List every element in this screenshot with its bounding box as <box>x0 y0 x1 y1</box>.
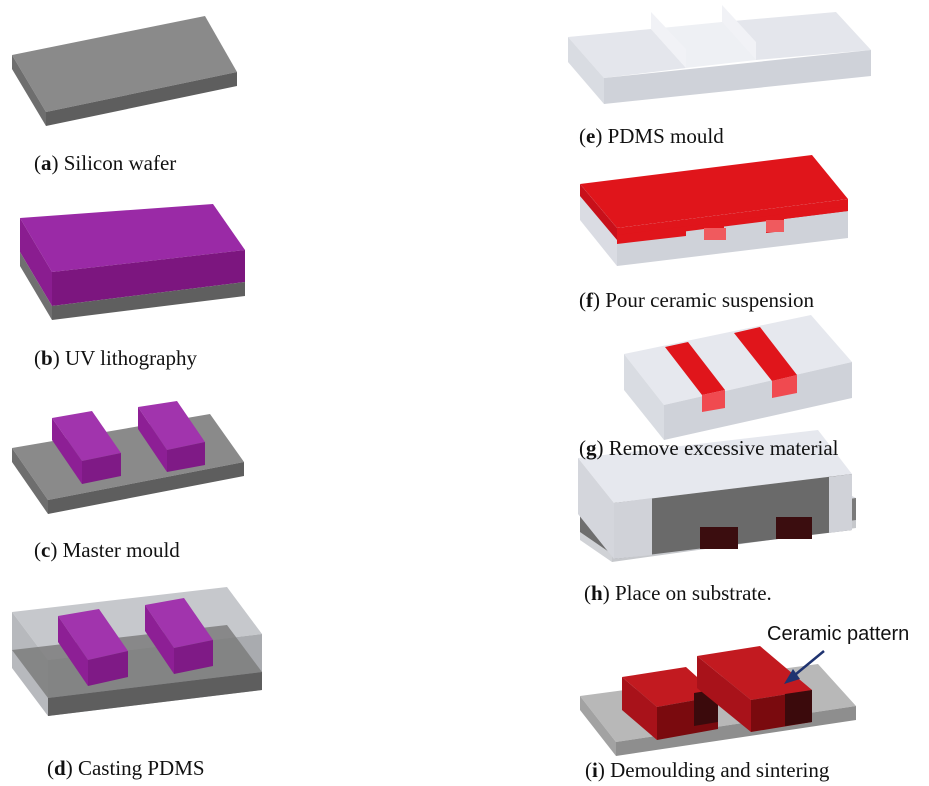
callout-arrow <box>784 650 825 684</box>
caption-pdms-mould: (e) PDMS mould <box>579 124 724 148</box>
ceramic-pattern-inset <box>776 517 812 539</box>
master-mould <box>12 401 244 514</box>
ceramic-filled-mould <box>580 155 848 266</box>
caption-demoulding: (i) Demoulding and sintering <box>585 758 830 782</box>
step-text: PDMS mould <box>607 124 724 148</box>
caption-master-mould: (c) Master mould <box>34 538 180 562</box>
step-letter: c <box>41 538 51 562</box>
step-letter: f <box>586 288 593 312</box>
photoresist-feature <box>138 401 205 472</box>
step-text: Place on substrate. <box>614 581 772 605</box>
pdms-casting <box>12 587 262 716</box>
sintered-ceramic-pattern <box>580 646 856 756</box>
caption-silicon-wafer: (a) Silicon wafer <box>34 151 177 175</box>
step-letter: a <box>41 151 52 175</box>
mould-on-substrate <box>578 430 856 562</box>
step-text: Silicon wafer <box>63 151 177 175</box>
step-letter: h <box>591 581 603 605</box>
step-text: Pour ceramic suspension <box>605 288 815 312</box>
step-text: Casting PDMS <box>77 756 205 780</box>
step-text: Demoulding and sintering <box>610 758 830 782</box>
step-letter: i <box>592 758 598 782</box>
step-text: Remove excessive material <box>608 436 839 460</box>
pdms-mould <box>568 5 871 104</box>
sintered-ceramic-line <box>622 667 718 740</box>
caption-remove-excess: (g) Remove excessive material <box>579 436 839 460</box>
photoresist-feature <box>145 598 213 674</box>
photoresist-feature <box>58 609 128 686</box>
sintered-ceramic-line <box>697 646 812 732</box>
mould-after-excess-removal <box>624 315 852 440</box>
caption-place-on-substrate: (h) Place on substrate. <box>584 581 772 605</box>
ceramic-pattern-label: Ceramic pattern <box>767 623 910 645</box>
ceramic-line <box>734 327 797 398</box>
step-text: Master mould <box>62 538 180 562</box>
caption-pour-ceramic: (f) Pour ceramic suspension <box>579 288 815 312</box>
caption-uv-lithography: (b) UV lithography <box>34 346 197 370</box>
caption-casting-pdms: (d) Casting PDMS <box>47 756 205 780</box>
step-text: UV lithography <box>64 346 197 370</box>
step-letter: e <box>586 124 596 148</box>
silicon-wafer-block <box>12 16 237 126</box>
step-letter: b <box>41 346 53 370</box>
ceramic-line <box>665 342 725 412</box>
step-letter: g <box>586 436 597 460</box>
step-letter: d <box>54 756 66 780</box>
photoresist-coated-wafer <box>20 204 245 320</box>
ceramic-pattern-inset <box>700 527 738 549</box>
photoresist-feature <box>52 411 121 484</box>
